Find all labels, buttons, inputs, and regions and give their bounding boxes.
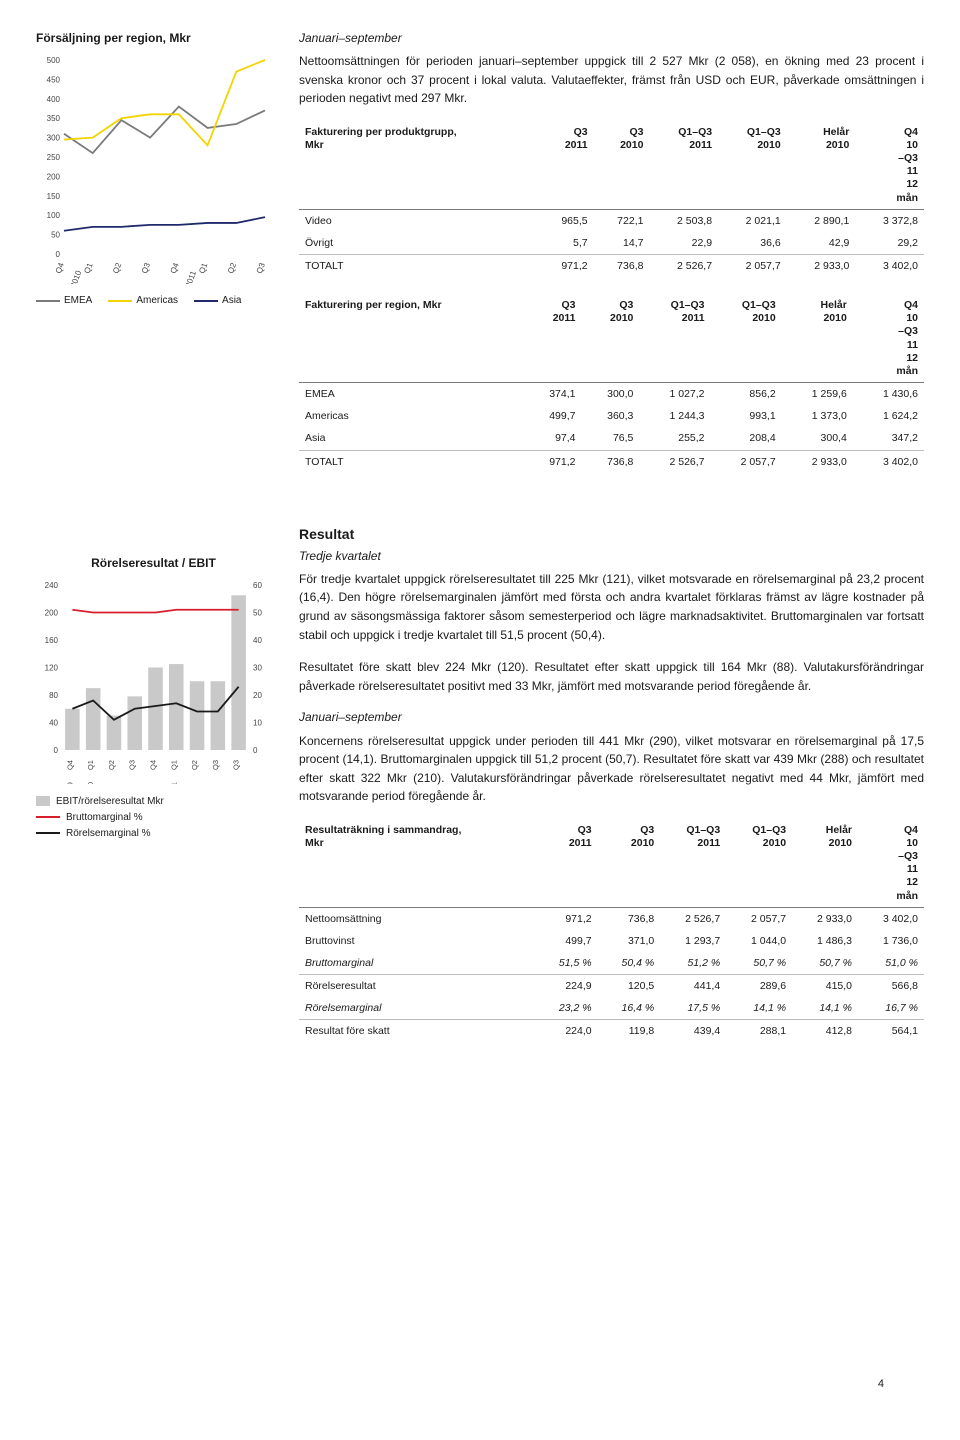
chart2-title: Rörelseresultat / EBIT bbox=[36, 555, 271, 571]
table-resultatrakning: Resultaträkning i sammandrag,MkrQ32011Q3… bbox=[299, 820, 924, 1043]
svg-text:10: 10 bbox=[253, 718, 262, 727]
page-number: 4 bbox=[878, 1377, 884, 1392]
resultat-sub1: Tredje kvartalet bbox=[299, 548, 924, 564]
svg-text:240: 240 bbox=[45, 581, 59, 590]
svg-text:0: 0 bbox=[54, 746, 59, 755]
svg-text:30: 30 bbox=[253, 663, 262, 672]
svg-text:160: 160 bbox=[45, 636, 59, 645]
intro-heading: Januari–september bbox=[299, 30, 924, 46]
resultat-heading: Resultat bbox=[299, 525, 924, 544]
svg-text:200: 200 bbox=[47, 173, 61, 182]
chart1: 0 50 100 150 200 250 300 350 400 450 500 Q4 Q1 Q2 Q3 Q4… bbox=[36, 54, 271, 284]
svg-text:Q2: Q2 bbox=[107, 760, 116, 770]
svg-text:40: 40 bbox=[49, 718, 58, 727]
svg-text:Q4: Q4 bbox=[169, 261, 181, 275]
resultat-p3: Koncernens rörelseresultat uppgick under… bbox=[299, 732, 924, 806]
svg-text:120: 120 bbox=[45, 663, 59, 672]
resultat-p1: För tredje kvartalet uppgick rörelseresu… bbox=[299, 570, 924, 644]
chart2: 0 40 80 120 160 200 240 0 10 20 30 40 50 60 Q4 Q1 Q2 Q3 Q4… bbox=[36, 579, 271, 784]
svg-text:Q4: Q4 bbox=[65, 760, 74, 770]
svg-text:Q3: Q3 bbox=[232, 760, 241, 770]
intro-p1: Nettoomsättningen för perioden januari–s… bbox=[299, 52, 924, 108]
svg-text:2010: 2010 bbox=[86, 782, 95, 784]
svg-text:Q3: Q3 bbox=[211, 760, 220, 770]
chart1-title: Försäljning per region, Mkr bbox=[36, 30, 271, 46]
svg-text:300: 300 bbox=[47, 134, 61, 143]
svg-text:Q3: Q3 bbox=[255, 261, 267, 275]
svg-text:Q1: Q1 bbox=[82, 261, 94, 275]
svg-text:80: 80 bbox=[49, 691, 58, 700]
svg-text:Q1: Q1 bbox=[169, 760, 178, 770]
resultat-sub2: Januari–september bbox=[299, 709, 924, 725]
svg-text:Q3: Q3 bbox=[140, 261, 152, 275]
svg-text:60: 60 bbox=[253, 581, 262, 590]
chart2-legend: EBIT/rörelseresultat MkrBruttomarginal %… bbox=[36, 794, 271, 842]
svg-text:Q1: Q1 bbox=[86, 760, 95, 770]
table-region: Fakturering per region, MkrQ32011Q32010Q… bbox=[299, 295, 924, 472]
svg-text:0: 0 bbox=[56, 250, 61, 259]
svg-text:50: 50 bbox=[253, 608, 262, 617]
svg-text:0: 0 bbox=[253, 746, 258, 755]
svg-text:2010: 2010 bbox=[69, 269, 84, 284]
svg-text:350: 350 bbox=[47, 114, 61, 123]
svg-text:100: 100 bbox=[47, 211, 61, 220]
svg-text:20: 20 bbox=[253, 691, 262, 700]
svg-text:2009: 2009 bbox=[65, 782, 74, 784]
table-produktgrupp: Fakturering per produktgrupp,MkrQ32011Q3… bbox=[299, 122, 924, 277]
svg-text:2011: 2011 bbox=[169, 782, 178, 784]
svg-text:500: 500 bbox=[47, 56, 61, 65]
svg-text:400: 400 bbox=[47, 95, 61, 104]
svg-text:Q2: Q2 bbox=[190, 760, 199, 770]
svg-text:40: 40 bbox=[253, 636, 262, 645]
svg-text:450: 450 bbox=[47, 76, 61, 85]
svg-text:Q1: Q1 bbox=[197, 261, 209, 275]
svg-text:Q2: Q2 bbox=[111, 261, 123, 275]
svg-text:250: 250 bbox=[47, 153, 61, 162]
svg-text:Q3: Q3 bbox=[128, 760, 137, 770]
svg-text:50: 50 bbox=[51, 231, 60, 240]
svg-text:Q2: Q2 bbox=[226, 261, 238, 275]
svg-text:150: 150 bbox=[47, 192, 61, 201]
svg-text:200: 200 bbox=[45, 608, 59, 617]
resultat-p2: Resultatet före skatt blev 224 Mkr (120)… bbox=[299, 658, 924, 695]
svg-text:Q4: Q4 bbox=[149, 760, 158, 770]
chart1-legend: EMEAAmericasAsia bbox=[36, 294, 271, 308]
svg-text:Q4: Q4 bbox=[54, 261, 66, 275]
svg-text:2011: 2011 bbox=[184, 269, 199, 284]
